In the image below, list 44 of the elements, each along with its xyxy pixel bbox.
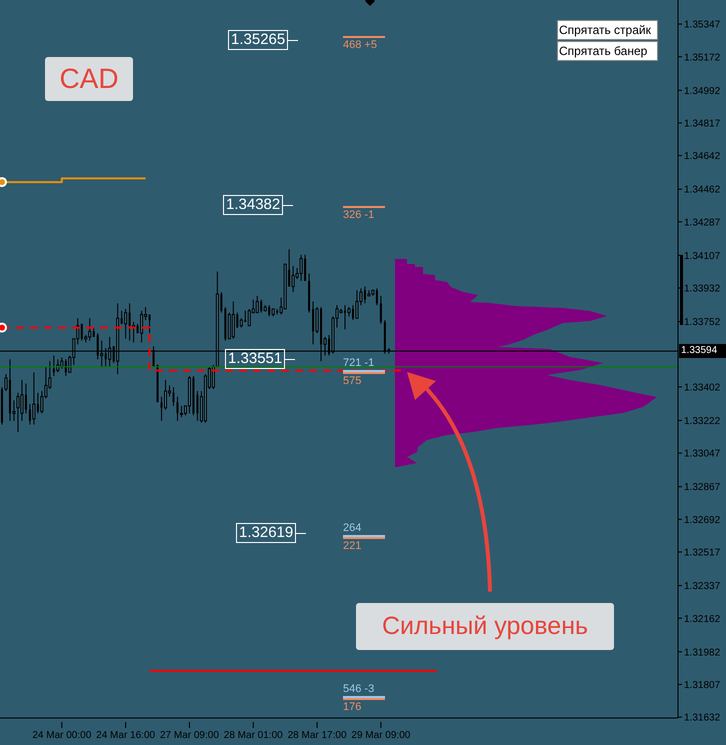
y-tick-label: 1.32337 [684,581,721,592]
y-tick-label: 1.34992 [684,86,721,97]
y-tick-label: 1.35347 [684,20,721,31]
annotation: 326 -1 [343,209,374,221]
annotation: 546 -3 [343,683,374,695]
annotation: Сильный уровень [356,603,614,650]
ref-line-label: 1.33594 [679,344,726,358]
y-tick-label: 1.31982 [684,647,721,658]
x-tick-label: 28 Mar 01:00 [224,730,284,741]
annotation: 176 [343,701,362,713]
annotation: 1.34382 [223,195,284,215]
y-tick-label: 1.32517 [684,548,721,559]
y-tick-label: 1.34642 [684,151,721,162]
x-tick-label: 28 Mar 17:00 [288,730,347,741]
annotation: 468 +5 [343,39,377,51]
y-tick-label: 1.32867 [684,482,721,494]
y-tick-label: 1.33402 [684,382,721,394]
y-tick-label: 1.32692 [684,514,721,526]
x-tick-label: 24 Mar 00:00 [32,730,92,741]
x-tick-label: 24 Mar 16:00 [96,730,156,741]
x-tick-label: 29 Mar 09:00 [351,730,411,741]
y-tick-label: 1.33222 [684,416,721,428]
y-tick-label: 1.34462 [684,184,721,196]
annotation: 575 [343,375,362,387]
annotation: 1.33551 [225,349,286,369]
annotation: 221 [343,540,362,552]
y-tick-label: 1.33047 [684,448,721,460]
annotation: Спрятать страйк [557,20,658,40]
y-tick-label: 1.34287 [684,217,721,228]
y-tick-label: 1.35172 [684,52,721,64]
y-tick-label: 1.33752 [684,317,721,328]
y-tick-label: 1.34817 [684,118,721,130]
annotation: 721 -1 [343,357,374,369]
y-tick-label: 1.32162 [684,614,721,625]
annotation: 1.35265 [228,30,288,50]
annotation: 264 [343,522,362,534]
y-tick-label: 1.31632 [684,712,721,724]
y-tick-label: 1.31807 [684,680,721,691]
annotation: Спрятать банер [557,41,658,61]
y-tick-label: 1.34107 [684,250,721,262]
x-tick-label: 27 Mar 09:00 [160,730,220,741]
y-tick-label: 1.33932 [684,284,721,295]
annotation: 1.32619 [236,523,296,543]
annotation: CAD [45,57,133,101]
